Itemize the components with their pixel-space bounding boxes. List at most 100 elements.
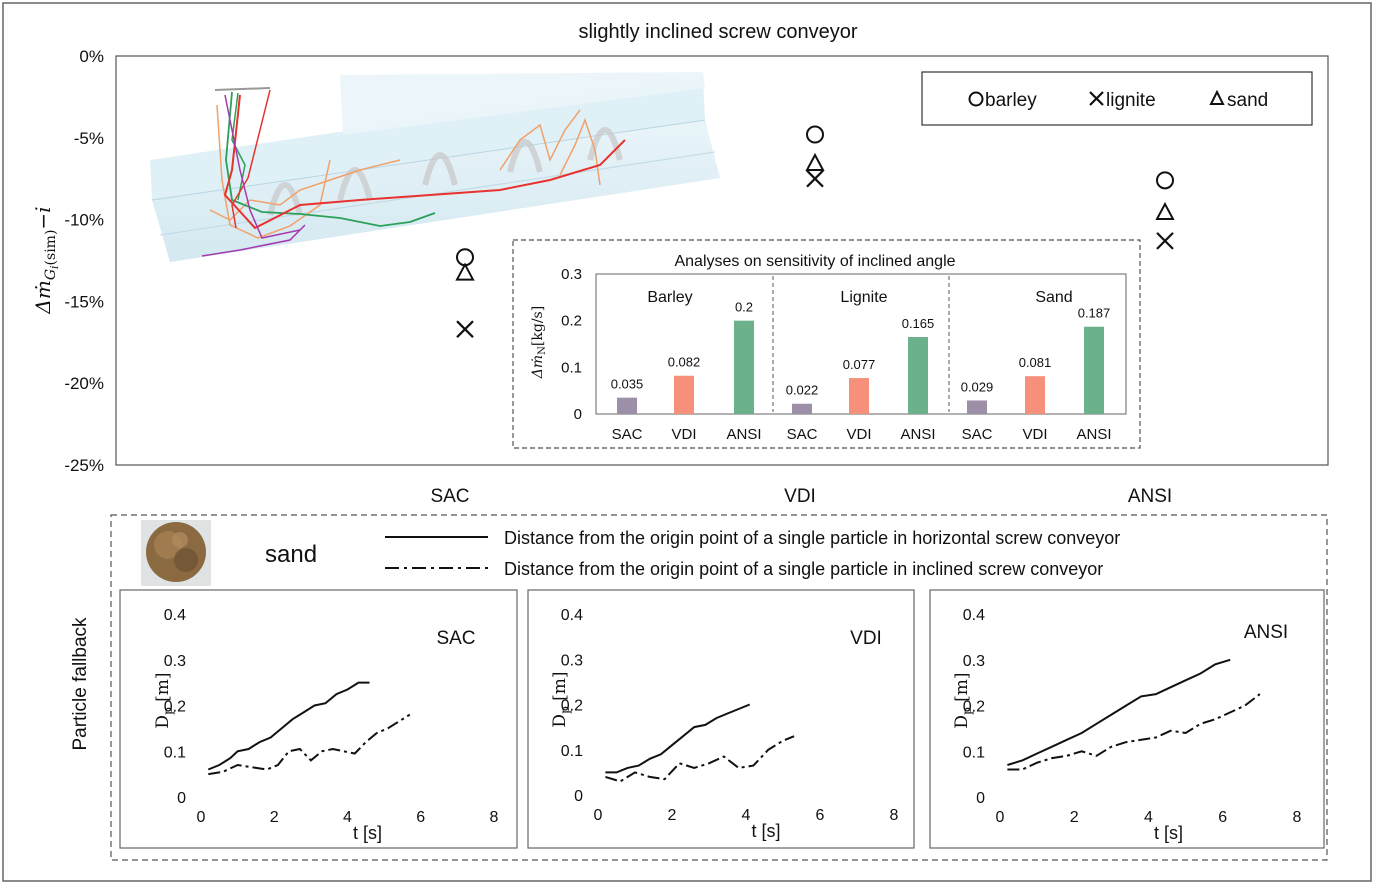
subplot-y-tick-label: 0.3 xyxy=(963,653,985,670)
legend-label-sand: sand xyxy=(1227,90,1268,111)
inset-bar-value-label: 0.081 xyxy=(1019,355,1052,370)
main-y-ticks: 0% -5% -10% -15% -20% -25% xyxy=(64,47,104,475)
main-y-tick-label: 0% xyxy=(79,47,104,66)
inset-bar-vdi xyxy=(849,378,869,414)
inset-bar-ansi xyxy=(1084,326,1104,414)
subplot-y-tick-label: 0.3 xyxy=(561,652,583,669)
svg-text:ΔṁN[kg/s]: ΔṁN[kg/s] xyxy=(530,306,548,379)
subplot-ylabel-sub: p xyxy=(161,707,175,715)
subplot-ylabel-sub: p xyxy=(558,706,572,714)
main-y-tick-label: -10% xyxy=(64,211,104,230)
main-ylabel-subsub: i xyxy=(48,265,61,269)
main-x-category-label: SAC xyxy=(430,486,469,507)
main-scatter-markers xyxy=(455,125,1175,338)
subplot-sac: 0 0.1 0.2 0.3 0.4 0 2 4 6 8 t [s] Dp [m] SAC xyxy=(119,589,518,849)
subplot-x-tick-label: 8 xyxy=(490,809,499,826)
subplot-x-tick-label: 6 xyxy=(1218,809,1227,826)
subplot-x-tick-label: 2 xyxy=(668,807,677,824)
inset-bar-value-label: 0.029 xyxy=(961,379,994,394)
main-x-category-label: ANSI xyxy=(1128,486,1172,507)
inset-bar-ansi xyxy=(734,320,754,414)
inset-bar-sac xyxy=(967,400,987,414)
subplot-x-tick-label: 0 xyxy=(594,807,603,824)
legend-circle-marker xyxy=(968,91,984,107)
main-y-tick-label: -20% xyxy=(64,374,104,393)
inset-bar-value-label: 0.082 xyxy=(668,355,701,370)
inset-bar-value-label: 0.165 xyxy=(902,316,935,331)
inset-x-category-label: ANSI xyxy=(900,426,935,443)
subplot-y-tick-label: 0.1 xyxy=(164,744,186,761)
inset-group-label: Barley xyxy=(647,289,692,306)
inset-frame xyxy=(512,239,1141,449)
subplot-y-tick-label: 0.1 xyxy=(561,743,583,760)
inset-group-label: Lignite xyxy=(840,289,887,306)
inset-bar-ansi xyxy=(908,337,928,414)
inset-bar-vdi xyxy=(674,375,694,414)
inset-bar-value-label: 0.2 xyxy=(735,300,753,315)
sand-point xyxy=(1155,201,1175,221)
sand-material-label: sand xyxy=(265,541,317,568)
barley-point xyxy=(806,125,824,144)
fallback-subplots: 00.10.20.30.40 2 4 6 8t [s]Dp [m]SAC00.10.20… xyxy=(119,589,1325,849)
subplot-y-tick-label: 0 xyxy=(976,790,985,807)
main-x-category-label: VDI xyxy=(784,486,816,507)
subplot-ylabel-main: D xyxy=(952,715,972,729)
subplot-x-tick-label: 0 xyxy=(996,809,1005,826)
inset-y-tick-label: 0.3 xyxy=(561,266,582,283)
main-y-tick-label: -5% xyxy=(74,129,104,148)
subplot-x-axis-label: t [s] xyxy=(751,821,780,841)
lignite-point-stroke xyxy=(456,320,474,338)
subplot-line-dashdot xyxy=(1007,693,1261,771)
main-legend: barley lignite sand xyxy=(921,71,1313,126)
subplot-y-tick-label: 0.4 xyxy=(561,607,583,624)
inset-ylabel-sub: N xyxy=(537,346,548,355)
inset-x-category-label: SAC xyxy=(962,426,993,443)
main-y-tick-label: -25% xyxy=(64,456,104,475)
subplot-frame xyxy=(527,589,915,849)
main-x-category-labels: SAC VDI ANSI xyxy=(430,486,1172,507)
particle-fallback-label: Particle fallback xyxy=(70,617,91,751)
inset-bars: 0.035 SAC 0.082 VDI 0.2 ANSI 0.022 SAC 0.077 VDI 0… xyxy=(611,300,1112,443)
legend-triangle-marker xyxy=(1209,89,1225,105)
main-y-axis-label: ΔṁGi(sim)−i xyxy=(31,206,61,314)
subplot-vdi: 0 0.1 0.2 0.3 0.4 0 2 4 6 8 t [s] Dp [m] VDI xyxy=(527,589,915,849)
subplot-y-tick-label: 0.1 xyxy=(963,744,985,761)
subplot-y-tick-label: 0.4 xyxy=(963,607,985,624)
legend-solid-label: Distance from the origin point of a sing… xyxy=(504,528,1120,548)
inset-bar-vdi xyxy=(1025,376,1045,414)
lignite-point xyxy=(456,320,474,338)
inset-bar-sac xyxy=(792,403,812,414)
subplot-y-tick-label: 0 xyxy=(574,788,583,805)
inset-y-ticks: 0 0.1 0.2 0.3 xyxy=(561,266,582,423)
inset-x-category-label: SAC xyxy=(787,426,818,443)
subplot-line-solid xyxy=(605,703,751,774)
inset-y-tick-label: 0.1 xyxy=(561,359,582,376)
inset-ylabel-unit: [kg/s] xyxy=(530,306,546,346)
main-ylabel-main: Δṁ xyxy=(31,280,55,314)
subplot-x-tick-label: 2 xyxy=(270,809,279,826)
lignite-point-stroke xyxy=(1156,232,1174,250)
inset-x-category-label: VDI xyxy=(671,426,696,443)
subplot-x-tick-label: 6 xyxy=(816,807,825,824)
main-ylabel-paren: (sim) xyxy=(43,230,59,266)
sand-sample-image xyxy=(141,520,211,586)
legend-label-barley: barley xyxy=(985,90,1037,111)
inset-y-axis-label: ΔṁN[kg/s] xyxy=(530,306,548,379)
inset-x-category-label: VDI xyxy=(1022,426,1047,443)
inset-y-tick-label: 0.2 xyxy=(561,313,582,330)
inset-x-category-label: ANSI xyxy=(1076,426,1111,443)
subplot-x-tick-label: 8 xyxy=(890,807,899,824)
subplot-line-dashdot xyxy=(605,735,795,783)
subplot-title: VDI xyxy=(850,628,882,649)
subplot-x-tick-label: 4 xyxy=(343,809,352,826)
figure-title: slightly inclined screw conveyor xyxy=(578,21,857,43)
inset-bar-value-label: 0.035 xyxy=(611,377,644,392)
inset-ylabel-main: Δṁ xyxy=(530,355,546,379)
screw-conveyor-illustration xyxy=(150,72,720,262)
subplot-y-tick-label: 0.4 xyxy=(164,607,186,624)
subplot-ylabel-unit: [m] xyxy=(550,671,570,706)
main-plot-area xyxy=(115,55,1329,466)
subplot-x-tick-label: 8 xyxy=(1293,809,1302,826)
sand-point xyxy=(455,262,475,281)
main-y-tick-label: -15% xyxy=(64,292,104,311)
